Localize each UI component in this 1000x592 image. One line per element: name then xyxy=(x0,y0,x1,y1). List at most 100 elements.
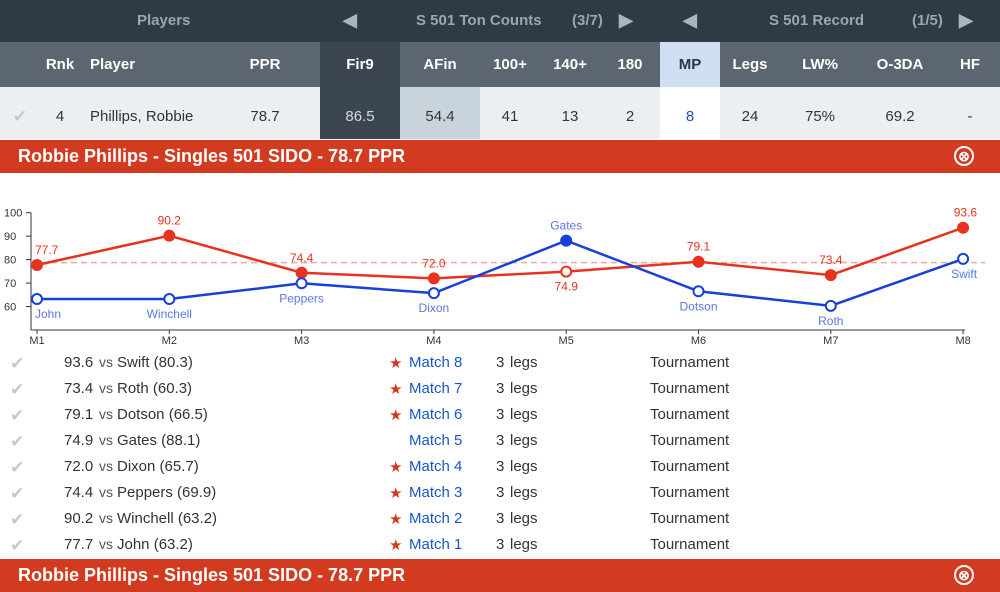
match-score: 72.0 xyxy=(64,458,94,475)
x-tick-label: M3 xyxy=(294,335,309,347)
col-afin[interactable]: AFin xyxy=(423,56,457,73)
check-icon[interactable]: ✔ xyxy=(10,406,25,425)
data-label: 90.2 xyxy=(158,214,182,228)
record-page: (1/5) xyxy=(912,12,943,29)
check-icon[interactable]: ✔ xyxy=(10,510,25,529)
match-type: Tournament xyxy=(650,510,730,527)
data-point xyxy=(560,265,573,278)
match-link[interactable]: Match 8 xyxy=(409,354,463,371)
match-score: 74.9 xyxy=(64,432,94,449)
star-icon: ★ xyxy=(389,459,403,476)
legs-label: legs xyxy=(510,380,538,397)
match-score: 79.1 xyxy=(64,406,94,423)
x-tick-label: M4 xyxy=(426,335,441,347)
match-row[interactable]: ✔ 93.6 vs Swift (80.3) ★ Match 8 3 legs Tourname… xyxy=(0,350,1000,376)
match-score: 73.4 xyxy=(64,380,94,397)
cell-afin: 54.4 xyxy=(400,87,480,139)
check-icon[interactable]: ✔ xyxy=(10,536,25,555)
match-row[interactable]: ✔ 72.0 vs Dixon (65.7) ★ Match 4 3 legs Tourname… xyxy=(0,454,1000,480)
data-point xyxy=(427,272,440,285)
data-label: Gates xyxy=(550,219,582,233)
match-score: 93.6 xyxy=(64,354,94,371)
record-next-icon[interactable]: ▶ xyxy=(959,10,973,30)
match-link[interactable]: Match 5 xyxy=(409,432,463,449)
data-label: 77.7 xyxy=(35,243,59,257)
col-player[interactable]: Player xyxy=(90,56,136,73)
match-link[interactable]: Match 1 xyxy=(409,536,463,553)
legs-label: legs xyxy=(510,406,538,423)
match-score: 77.7 xyxy=(64,536,94,553)
legs-count: 3 xyxy=(496,380,505,397)
legs-count: 3 xyxy=(496,510,505,527)
check-icon[interactable]: ✔ xyxy=(10,354,25,373)
players-tab[interactable]: Players xyxy=(137,12,191,29)
check-icon[interactable]: ✔ xyxy=(12,107,28,126)
match-row[interactable]: ✔ 74.9 vs Gates (88.1) Match 5 3 legs Tournamen… xyxy=(0,428,1000,454)
x-tick-label: M7 xyxy=(823,335,838,347)
match-row[interactable]: ✔ 90.2 vs Winchell (63.2) ★ Match 2 3 legs Tourn… xyxy=(0,506,1000,532)
check-icon[interactable]: ✔ xyxy=(10,458,25,477)
opponent-name: Winchell (63.2) xyxy=(117,510,218,527)
col-ppr[interactable]: PPR xyxy=(249,56,281,73)
record-title: S 501 Record xyxy=(769,12,865,29)
match-type: Tournament xyxy=(650,354,730,371)
cell-player[interactable]: Phillips, Robbie xyxy=(90,108,194,125)
y-tick-label: 80 xyxy=(4,255,16,267)
vs-label: vs xyxy=(99,432,113,448)
col-lw-pct[interactable]: LW% xyxy=(802,56,838,73)
opponent-name: John (63.2) xyxy=(117,536,193,553)
col-mp[interactable]: MP xyxy=(660,42,720,87)
star-icon: ★ xyxy=(389,407,403,424)
cell-100plus: 41 xyxy=(501,108,519,125)
match-link[interactable]: Match 7 xyxy=(409,380,463,397)
check-icon[interactable]: ✔ xyxy=(10,484,25,503)
data-label: John xyxy=(35,307,61,321)
match-row[interactable]: ✔ 79.1 vs Dotson (66.5) ★ Match 6 3 legs Tournam… xyxy=(0,402,1000,428)
match-link[interactable]: Match 2 xyxy=(409,510,463,527)
col-o-3da[interactable]: O-3DA xyxy=(876,56,924,73)
col-rnk[interactable]: Rnk xyxy=(45,56,75,73)
record-prev-icon[interactable]: ◀ xyxy=(683,10,697,30)
stats-header-row: Rnk Player PPR Fir9 AFin 100+ 140+ 180 M… xyxy=(0,42,1000,87)
player-stats-row[interactable]: ✔ 4 Phillips, Robbie 78.7 86.5 54.4 41 1… xyxy=(0,87,1000,139)
match-link[interactable]: Match 6 xyxy=(409,406,463,423)
data-label: Swift xyxy=(951,267,978,281)
match-row[interactable]: ✔ 74.4 vs Peppers (69.9) ★ Match 3 3 legs Tourna… xyxy=(0,480,1000,506)
match-link[interactable]: Match 3 xyxy=(409,484,463,501)
check-icon[interactable]: ✔ xyxy=(10,380,25,399)
match-row[interactable]: ✔ 73.4 vs Roth (60.3) ★ Match 7 3 legs Tournamen… xyxy=(0,376,1000,402)
col-fir9[interactable]: Fir9 xyxy=(320,42,400,87)
data-point xyxy=(427,287,440,300)
col-140plus[interactable]: 140+ xyxy=(553,56,587,73)
top-nav-bar: Players ◀ S 501 Ton Counts (3/7) ▶ ◀ S 5… xyxy=(0,0,1000,42)
data-label: 72.0 xyxy=(422,256,446,270)
check-icon[interactable]: ✔ xyxy=(10,432,25,451)
match-type: Tournament xyxy=(650,484,730,501)
data-point xyxy=(31,259,43,272)
ton-counts-next-icon[interactable]: ▶ xyxy=(619,10,633,30)
ton-counts-prev-icon[interactable]: ◀ xyxy=(343,10,357,30)
match-row[interactable]: ✔ 77.7 vs John (63.2) ★ Match 1 3 legs Tournamen… xyxy=(0,532,1000,558)
col-180[interactable]: 180 xyxy=(617,56,643,73)
data-label: Peppers xyxy=(279,291,324,305)
data-point xyxy=(957,252,970,265)
cell-lw-pct: 75% xyxy=(804,108,836,125)
data-point xyxy=(824,269,837,282)
col-legs[interactable]: Legs xyxy=(732,56,768,73)
col-100plus[interactable]: 100+ xyxy=(493,56,527,73)
legs-label: legs xyxy=(510,510,538,527)
x-tick-label: M8 xyxy=(955,335,970,347)
col-hf[interactable]: HF xyxy=(960,56,980,73)
legs-count: 3 xyxy=(496,406,505,423)
vs-label: vs xyxy=(99,406,113,422)
data-label: 73.4 xyxy=(819,253,843,267)
data-point xyxy=(31,293,43,306)
close-icon[interactable]: ⊗ xyxy=(954,146,974,166)
data-point xyxy=(560,234,573,247)
star-icon: ★ xyxy=(389,485,403,502)
cell-rnk: 4 xyxy=(55,108,65,125)
legs-label: legs xyxy=(510,354,538,371)
cell-mp[interactable]: 8 xyxy=(660,87,720,139)
close-icon[interactable]: ⊗ xyxy=(954,565,974,585)
match-link[interactable]: Match 4 xyxy=(409,458,463,475)
